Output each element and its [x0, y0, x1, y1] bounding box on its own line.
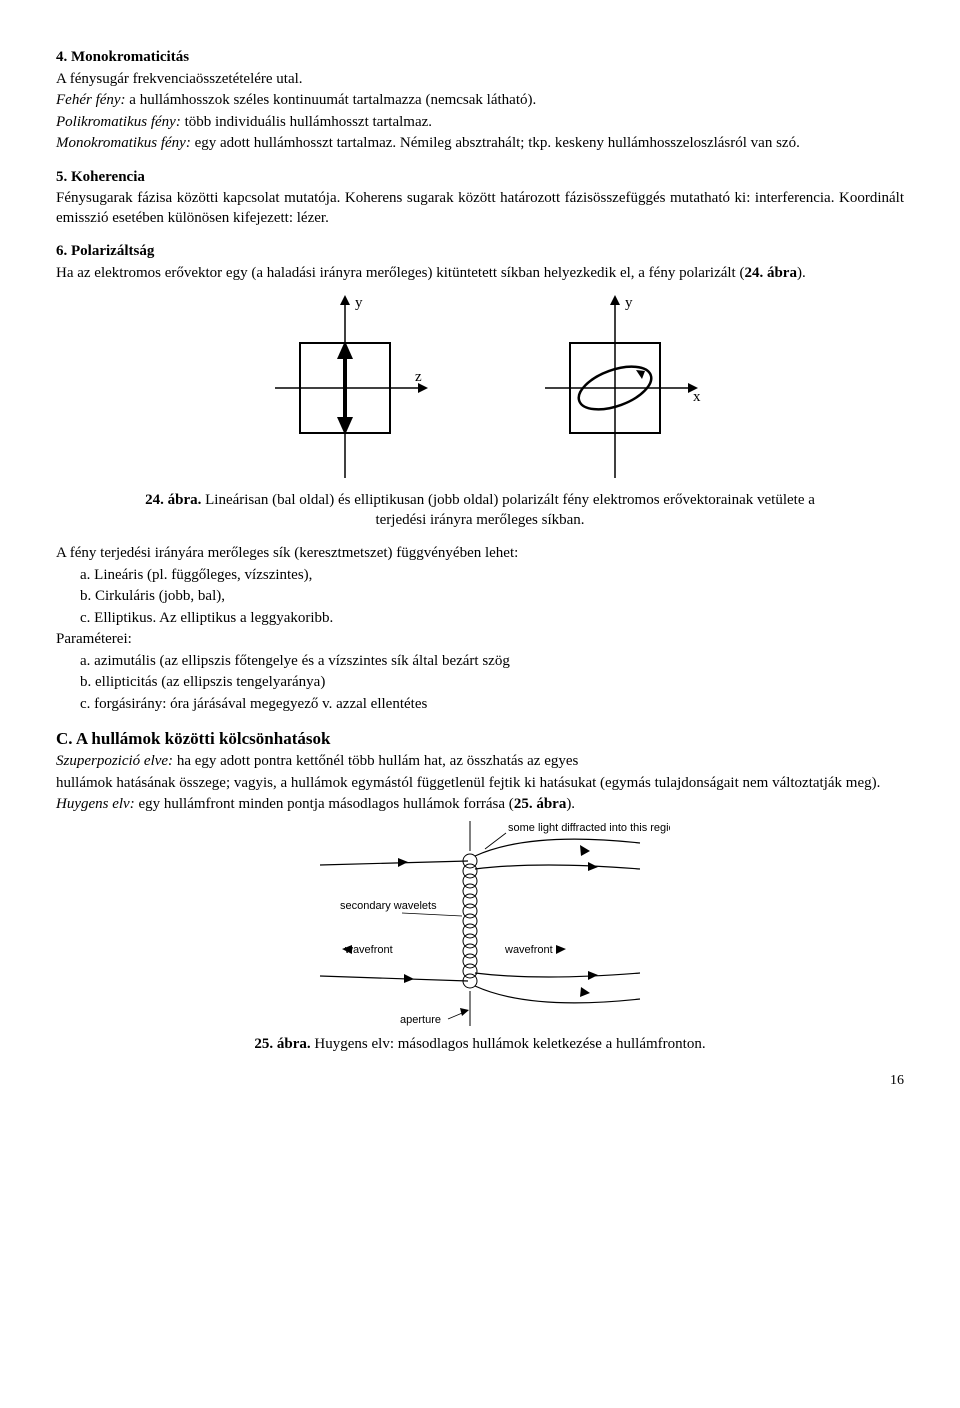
secC-p2: hullámok hatásának összege; vagyis, a hu…: [56, 774, 904, 794]
lista-pa: a. azimutális (az ellipszis főtengelye é…: [56, 652, 904, 672]
lista-pc: c. forgásirány: óra járásával megegyező …: [56, 695, 904, 715]
sec5-p1: Fénysugarak fázisa közötti kapcsolat mut…: [56, 189, 904, 228]
secC-p3-term: Huygens elv:: [56, 796, 135, 812]
sec4-p4: Monokromatikus fény: egy adott hullámhos…: [56, 134, 904, 154]
secC-p3: Huygens elv: egy hullámfront minden pont…: [56, 795, 904, 815]
fig25-wrap: some light diffracted into this region. …: [56, 821, 904, 1031]
lista-a: a. Lineáris (pl. függőleges, vízszintes)…: [56, 566, 904, 586]
secC-p3-c: 25. ábra: [514, 796, 567, 812]
fig24-caption: 24. ábra. Lineárisan (bal oldal) és elli…: [130, 491, 830, 530]
secC-p3-b: egy hullámfront minden pontja másodlagos…: [135, 796, 514, 812]
sec6-p1-a: Ha az elektromos erővektor egy (a haladá…: [56, 265, 744, 281]
lista-param: Paraméterei:: [56, 630, 904, 650]
secC-p1-term: Szuperpozició elve:: [56, 753, 173, 769]
fig24-left-diagram: y z: [255, 293, 435, 483]
fig25-caption-a: 25. ábra.: [254, 1036, 310, 1052]
sec6-p1-c: ).: [797, 265, 806, 281]
lista-intro: A fény terjedési irányára merőleges sík …: [56, 544, 904, 564]
secC-p1: Szuperpozició elve: ha egy adott pontra …: [56, 752, 904, 772]
lista-items: a. Lineáris (pl. függőleges, vízszintes)…: [56, 566, 904, 629]
fig25-label-aperture: aperture: [400, 1014, 441, 1026]
fig24-caption-a: 24. ábra.: [145, 492, 201, 508]
fig24-right-ylabel: y: [625, 295, 633, 311]
sec4-p1: A fénysugár frekvenciaösszetételére utal…: [56, 70, 904, 90]
lista-param-items: a. azimutális (az ellipszis főtengelye é…: [56, 652, 904, 715]
sec4-p4-rest: egy adott hullámhosszt tartalmaz. Némile…: [191, 135, 800, 151]
fig25-diagram: some light diffracted into this region. …: [290, 821, 670, 1031]
fig24-wrap: y z y x: [56, 293, 904, 483]
sec6-title: 6. Polarizáltság: [56, 242, 904, 262]
page-number: 16: [56, 1072, 904, 1090]
sec4-p2: Fehér fény: a hullámhosszok széles konti…: [56, 91, 904, 111]
sec4-p3-rest: több individuális hullámhosszt tartalmaz…: [181, 114, 432, 130]
fig24-right-diagram: y x: [525, 293, 705, 483]
secC-p3-d: ).: [566, 796, 575, 812]
fig24-caption-b: Lineárisan (bal oldal) és elliptikusan (…: [201, 492, 815, 528]
fig24-left-ylabel: y: [355, 295, 363, 311]
secC-title: C. A hullámok közötti kölcsönhatások: [56, 728, 904, 750]
fig24-right-xlabel: x: [693, 389, 701, 405]
sec4-title: 4. Monokromaticitás: [56, 48, 904, 68]
fig25-label-secondary: secondary wavelets: [340, 900, 437, 912]
fig25-label-diffracted: some light diffracted into this region.: [508, 822, 670, 834]
sec6-p1-b: 24. ábra: [744, 265, 797, 281]
sec4-p3: Polikromatikus fény: több individuális h…: [56, 113, 904, 133]
fig25-caption-b: Huygens elv: másodlagos hullámok keletke…: [311, 1036, 706, 1052]
sec4-p2-term: Fehér fény:: [56, 92, 126, 108]
fig24-left-xlabel: z: [415, 369, 422, 385]
lista-c: c. Elliptikus. Az elliptikus a leggyakor…: [56, 609, 904, 629]
sec5-title: 5. Koherencia: [56, 168, 904, 188]
lista-b: b. Cirkuláris (jobb, bal),: [56, 587, 904, 607]
sec4-p2-rest: a hullámhosszok széles kontinuumát tarta…: [126, 92, 537, 108]
sec6-p1: Ha az elektromos erővektor egy (a haladá…: [56, 264, 904, 284]
fig25-label-wavefront-right: wavefront: [504, 944, 553, 956]
secC-p1-rest: ha egy adott pontra kettőnél több hullám…: [173, 753, 578, 769]
lista-pb: b. ellipticitás (az ellipszis tengelyará…: [56, 673, 904, 693]
sec4-p4-term: Monokromatikus fény:: [56, 135, 191, 151]
sec4-p3-term: Polikromatikus fény:: [56, 114, 181, 130]
fig25-caption: 25. ábra. Huygens elv: másodlagos hullám…: [130, 1035, 830, 1055]
